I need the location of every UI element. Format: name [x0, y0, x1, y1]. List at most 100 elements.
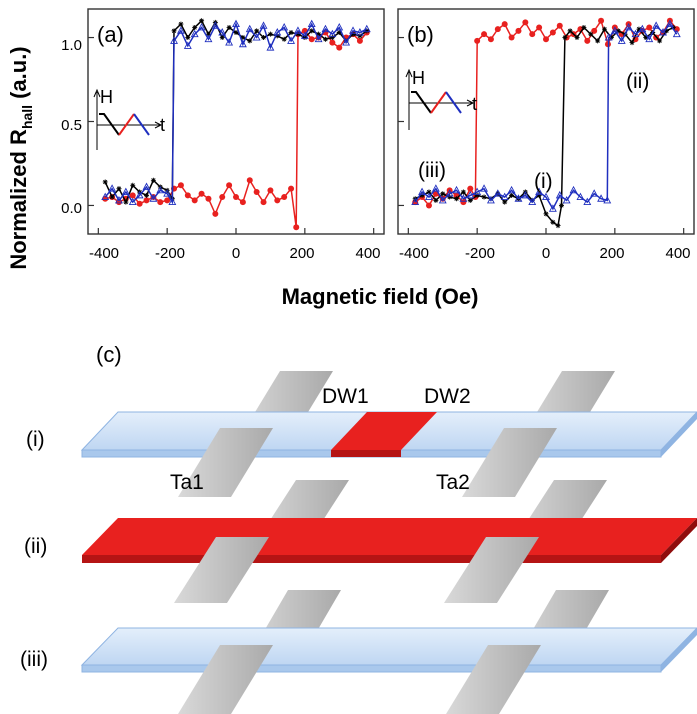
data-point-black [109, 194, 115, 200]
data-point-blue [101, 192, 110, 201]
data-point-blue [652, 21, 661, 29]
inset-arrow-icon [466, 99, 475, 107]
x-tick-label: 0 [542, 245, 550, 262]
data-point-blue [149, 194, 158, 202]
shared-x-axis-title: Magnetic field (Oe) [282, 284, 479, 309]
x-tick-label: 400 [355, 245, 380, 262]
data-point-blue [245, 24, 254, 33]
data-point-black [608, 35, 614, 41]
data-point-blue [204, 34, 213, 43]
data-point-blue [142, 182, 151, 190]
data-point-red [308, 36, 315, 43]
data-point-blue [411, 197, 420, 206]
label-ta1: Ta1 [170, 471, 204, 494]
data-point-blue [307, 19, 316, 28]
data-point-blue [638, 24, 647, 33]
data-point-red [556, 22, 563, 29]
data-point-red [336, 44, 343, 51]
data-point-blue [480, 184, 488, 192]
data-point-black [144, 192, 150, 198]
data-point-black [488, 196, 494, 202]
strip-side-face [661, 518, 697, 563]
data-point-black [288, 30, 294, 36]
x-tick-label: 200 [599, 245, 624, 262]
data-point-blue [521, 190, 530, 199]
data-point-red [157, 199, 164, 206]
inset-label-t: t [160, 115, 165, 135]
inset-label-t: t [472, 94, 477, 114]
data-point-red [293, 224, 300, 231]
domain-up-region [331, 412, 437, 450]
row-iii: (iii) [20, 590, 697, 714]
svg-text:Normalized Rhall(a.u.): Normalized Rhall (a.u.) [6, 46, 35, 269]
data-point-red [212, 210, 219, 217]
data-point-red [598, 17, 605, 24]
data-point-blue [542, 192, 550, 201]
data-point-blue [438, 195, 447, 204]
data-point-red [515, 27, 522, 34]
data-point-blue [108, 184, 117, 192]
plot-frame [87, 8, 385, 235]
data-point-black [316, 31, 322, 37]
data-point-blue [535, 187, 544, 195]
data-point-blue [466, 190, 475, 199]
data-point-blue [176, 26, 185, 34]
data-point-blue [445, 189, 454, 197]
data-point-blue [645, 34, 654, 43]
data-point-black [663, 28, 669, 34]
data-point-blue [121, 187, 130, 195]
data-point-red [467, 185, 474, 192]
data-point-blue [665, 19, 674, 28]
data-point-red [226, 182, 233, 189]
panel-label-b: (b) [407, 22, 434, 47]
data-point-blue [300, 31, 309, 39]
data-point-blue [459, 194, 468, 202]
data-point-blue [624, 23, 633, 31]
data-point-blue [156, 185, 165, 194]
chart-panel-b: (b) -400 -200 0 200 400 H t (i) (ii) (ii… [397, 8, 695, 262]
inset-arrow-icon [93, 88, 101, 98]
label-dw1: DW1 [322, 385, 369, 408]
inset-sweep-blue [133, 113, 150, 136]
data-point-black [509, 192, 515, 198]
data-point-blue [218, 28, 227, 36]
data-point-black [329, 35, 335, 41]
strip-top-face [80, 627, 697, 666]
data-point-red [191, 197, 198, 204]
data-point-blue [610, 26, 619, 34]
data-point-black [336, 30, 342, 36]
inset-label-h: H [412, 68, 425, 88]
data-point-black [615, 28, 621, 34]
data-point-black [670, 24, 676, 30]
data-point-blue [514, 194, 523, 202]
data-point-red [253, 189, 260, 196]
data-point-blue [163, 189, 172, 197]
data-point-blue [425, 192, 433, 201]
data-point-black [309, 28, 315, 34]
data-point-black [502, 199, 508, 205]
data-point-black [643, 35, 649, 41]
data-point-red [481, 31, 488, 38]
data-point-blue [548, 204, 557, 212]
data-point-blue [500, 192, 509, 201]
data-point-blue [225, 38, 234, 46]
data-point-blue [631, 29, 640, 38]
data-point-black [274, 33, 280, 39]
data-point-blue [597, 194, 606, 202]
data-point-black [116, 186, 122, 192]
data-point-black [322, 36, 328, 42]
data-point-red [329, 39, 336, 46]
data-point-blue [562, 195, 571, 204]
data-point-black [226, 24, 232, 30]
data-point-blue [659, 28, 667, 36]
data-point-black [481, 194, 487, 200]
series-line-blue [414, 22, 678, 211]
inset-label-h: H [100, 87, 113, 107]
data-point-black [254, 28, 260, 34]
data-point-blue [273, 28, 282, 36]
electrode-ta2-bottom [444, 537, 539, 603]
data-point-black [233, 30, 239, 36]
data-point-blue [590, 189, 599, 197]
data-point-black [602, 26, 608, 32]
electrode-ta1-bottom [178, 645, 273, 714]
